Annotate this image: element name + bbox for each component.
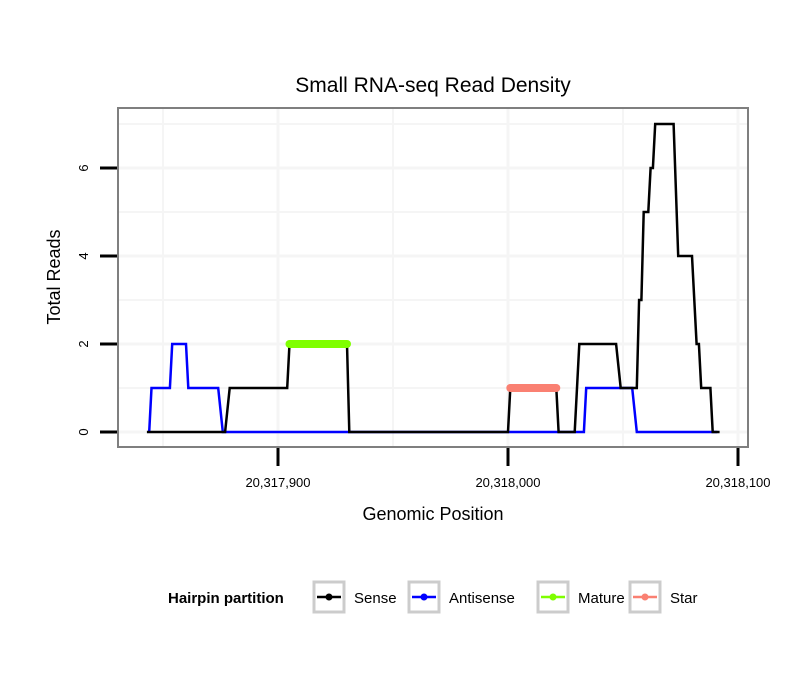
legend-label: Sense	[354, 590, 397, 607]
y-tick-label: 2	[76, 340, 91, 347]
x-tick-label: 20,317,900	[245, 475, 310, 490]
y-tick-label: 0	[76, 428, 91, 435]
legend-item-mature: Mature	[536, 580, 625, 614]
legend-key-point	[325, 593, 333, 601]
legend-key-point	[420, 593, 428, 601]
chart-title: Small RNA-seq Read Density	[295, 74, 571, 97]
legend-label: Star	[670, 590, 698, 607]
series-layer	[146, 122, 720, 434]
x-axis: 20,317,900 20,318,000 20,318,100	[245, 448, 771, 490]
legend: Hairpin partition Sense Antisense Mature St…	[168, 580, 698, 614]
y-tick-label: 4	[76, 252, 91, 259]
legend-label: Mature	[578, 590, 625, 607]
y-tick-label: 6	[76, 164, 91, 171]
legend-item-sense: Sense	[312, 580, 397, 614]
legend-key	[536, 580, 570, 614]
legend-item-star: Star	[628, 580, 698, 614]
x-tick-label: 20,318,100	[705, 475, 770, 490]
x-axis-title: Genomic Position	[362, 504, 503, 524]
x-tick-label: 20,318,000	[475, 475, 540, 490]
series-line-sense	[146, 122, 720, 434]
legend-label: Antisense	[449, 590, 515, 607]
y-axis: 0 2 4 6	[76, 164, 117, 436]
legend-item-antisense: Antisense	[407, 580, 515, 614]
legend-key-point	[641, 593, 649, 601]
legend-title: Hairpin partition	[168, 590, 284, 607]
legend-key-point	[549, 593, 557, 601]
y-axis-title: Total Reads	[44, 229, 64, 324]
